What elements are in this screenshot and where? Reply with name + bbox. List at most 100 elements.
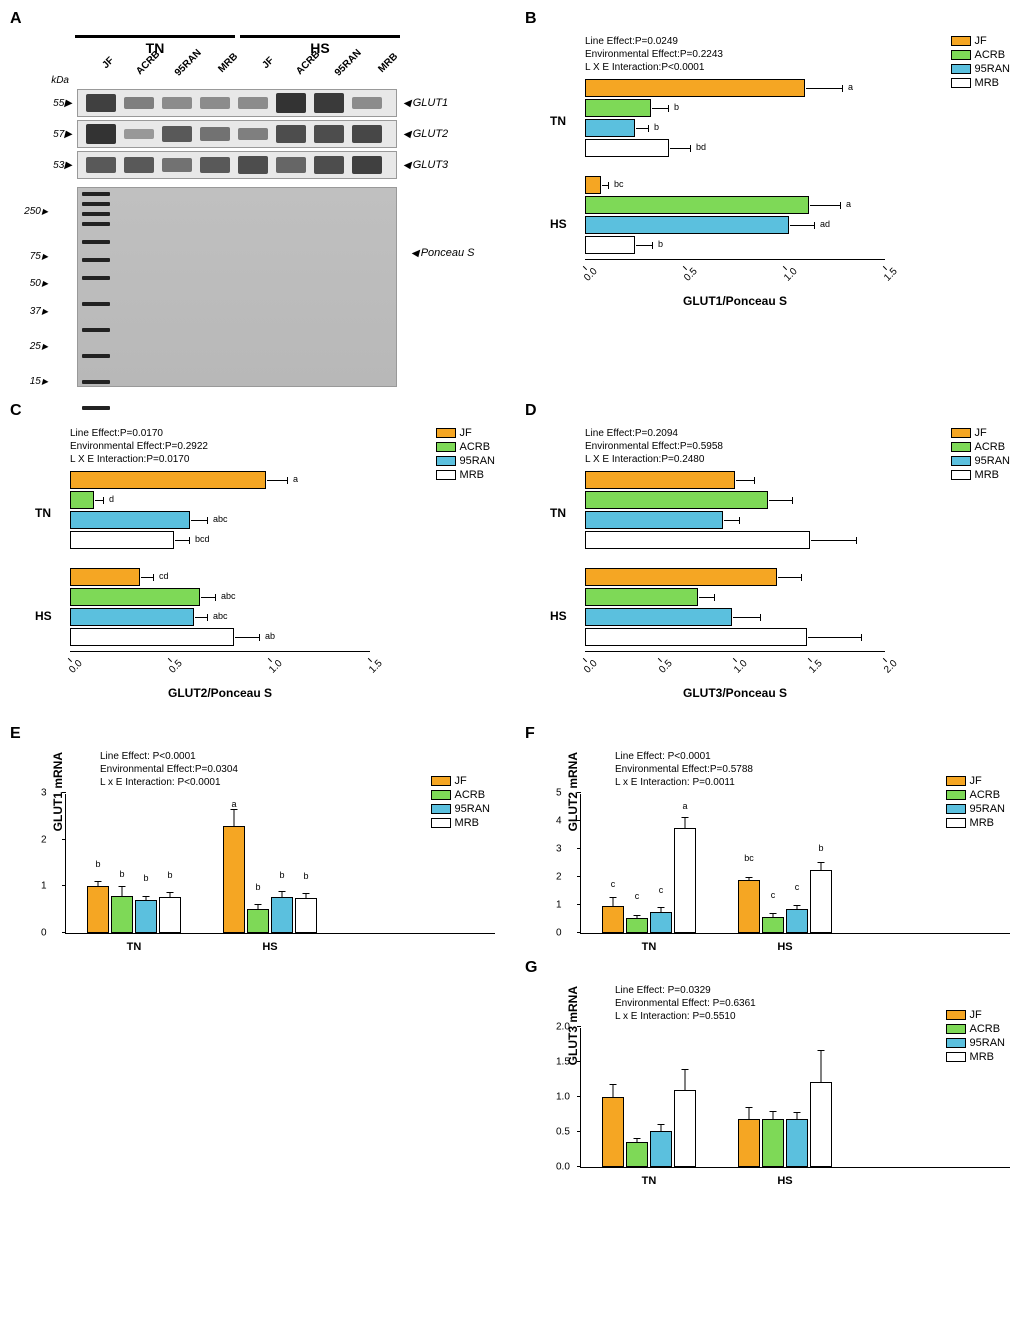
legend-label: ACRB bbox=[460, 441, 491, 453]
error-bar bbox=[613, 1085, 614, 1098]
sig-letter: bc bbox=[614, 179, 624, 189]
band bbox=[238, 156, 268, 174]
vbar: c bbox=[786, 909, 808, 933]
legend-item: 95RAN bbox=[951, 63, 1010, 75]
error-bar bbox=[797, 1113, 798, 1120]
legend-swatch bbox=[951, 428, 971, 438]
legend-item: JF bbox=[946, 775, 1005, 787]
group-label: HS bbox=[550, 217, 567, 231]
x-title: GLUT3/Ponceau S bbox=[585, 686, 885, 700]
vbar bbox=[602, 1097, 624, 1167]
band bbox=[276, 93, 306, 113]
ladder-column bbox=[82, 192, 110, 382]
band bbox=[124, 157, 154, 173]
y-tick: 0.0 bbox=[556, 1162, 570, 1173]
band bbox=[276, 125, 306, 143]
panel-label: E bbox=[10, 725, 21, 743]
vbar: b bbox=[135, 900, 157, 933]
panel-g: GLine Effect: P=0.0329Environmental Effe… bbox=[525, 959, 1020, 1178]
sig-letter: b bbox=[279, 870, 284, 880]
band bbox=[238, 128, 268, 141]
error-bar bbox=[808, 637, 861, 638]
panel-b: BLine Effect:P=0.0249Environmental Effec… bbox=[525, 10, 1020, 387]
legend-item: JF bbox=[431, 775, 490, 787]
hbar: abc bbox=[70, 511, 190, 529]
hbar: abc bbox=[70, 588, 200, 606]
sig-letter: c bbox=[771, 890, 776, 900]
error-bar bbox=[613, 898, 614, 906]
error-bar bbox=[234, 810, 235, 826]
vbar: c bbox=[626, 918, 648, 933]
hbar: b bbox=[585, 119, 635, 137]
legend-item: 95RAN bbox=[436, 455, 495, 467]
panel-a: ATNHSkDaJFACRB95RANMRBJFACRB95RANMRB55▶G… bbox=[10, 10, 505, 387]
mw-side-item: 15 bbox=[30, 376, 48, 387]
group-label: TN bbox=[601, 1175, 697, 1187]
vbar: c bbox=[650, 912, 672, 933]
x-tick: 0.0 bbox=[582, 266, 600, 284]
error-bar bbox=[661, 1125, 662, 1132]
error-bar bbox=[773, 1112, 774, 1120]
vbar: c bbox=[602, 906, 624, 933]
sig-letter: c bbox=[659, 885, 664, 895]
y-tick: 2.0 bbox=[556, 1022, 570, 1033]
hbar bbox=[585, 608, 732, 626]
vbar: b bbox=[810, 870, 832, 933]
x-title: GLUT2/Ponceau S bbox=[70, 686, 370, 700]
error-bar bbox=[282, 892, 283, 898]
blot-strip bbox=[77, 151, 397, 179]
mw-side-item: 250 bbox=[24, 206, 48, 217]
sig-letter: b bbox=[95, 859, 100, 869]
sig-letter: a bbox=[846, 199, 851, 209]
mw-side-item: 37 bbox=[30, 306, 48, 317]
mw-side-item: 25 bbox=[30, 341, 48, 352]
hbar bbox=[585, 568, 777, 586]
legend-swatch bbox=[946, 1010, 966, 1020]
band bbox=[314, 156, 344, 174]
vbar-group: bbbbTN bbox=[86, 886, 182, 933]
mw-marker: 55▶ bbox=[45, 98, 75, 109]
error-bar bbox=[811, 540, 856, 541]
kda-label: kDa bbox=[45, 75, 73, 86]
mw-side-item: 75 bbox=[30, 251, 48, 262]
error-bar bbox=[146, 897, 147, 902]
chart-area: GLUT3 mRNA0.00.51.01.52.0TNHS bbox=[580, 1028, 1010, 1168]
sig-letter: b bbox=[119, 869, 124, 879]
hbar bbox=[585, 588, 698, 606]
panel-label: B bbox=[525, 10, 537, 28]
sig-letter: c bbox=[635, 891, 640, 901]
vbar bbox=[674, 1090, 696, 1167]
chart-area: TNabbbdHSbcaadb0.00.51.01.5GLUT1/Ponceau… bbox=[585, 79, 1010, 308]
error-bar bbox=[98, 882, 99, 888]
error-bar bbox=[95, 500, 103, 501]
error-bar bbox=[141, 577, 153, 578]
band bbox=[238, 97, 268, 109]
error-bar bbox=[797, 906, 798, 910]
vbar-group: cccaTN bbox=[601, 828, 697, 933]
sig-letter: abc bbox=[213, 514, 228, 524]
vbar: b bbox=[271, 897, 293, 933]
error-bar bbox=[821, 1051, 822, 1083]
legend-item: JF bbox=[951, 35, 1010, 47]
y-tick: 3 bbox=[556, 844, 562, 855]
legend-label: 95RAN bbox=[460, 455, 495, 467]
panel-label: D bbox=[525, 402, 537, 420]
hbar: bc bbox=[585, 176, 601, 194]
vbar-group: HS bbox=[737, 1082, 833, 1167]
sig-letter: b bbox=[303, 871, 308, 881]
legend-item: JF bbox=[951, 427, 1010, 439]
legend-label: 95RAN bbox=[975, 455, 1010, 467]
band bbox=[162, 126, 192, 142]
error-bar bbox=[175, 540, 189, 541]
legend-swatch bbox=[951, 456, 971, 466]
error-bar bbox=[773, 914, 774, 917]
stats-text: Line Effect:P=0.2094Environmental Effect… bbox=[585, 427, 1010, 466]
mw-marker: 57▶ bbox=[45, 129, 75, 140]
vbar: a bbox=[674, 828, 696, 933]
hbar bbox=[585, 491, 768, 509]
error-bar bbox=[790, 225, 814, 226]
x-axis: 0.00.51.01.52.0 bbox=[585, 651, 885, 681]
y-tick: 2 bbox=[41, 834, 47, 845]
band bbox=[162, 97, 192, 109]
hbar: cd bbox=[70, 568, 140, 586]
